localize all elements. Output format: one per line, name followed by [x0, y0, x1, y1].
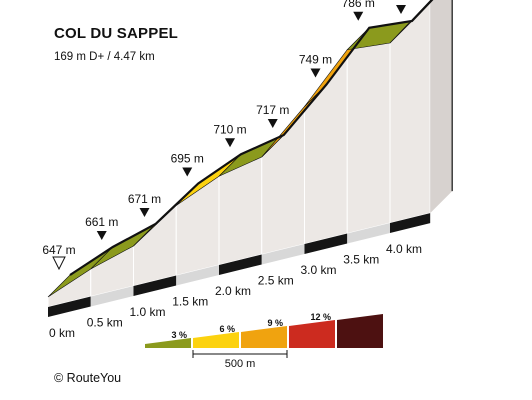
- gradient-legend: 3 % 6 % 9 % 12 % 500 m: [145, 312, 383, 370]
- elevation-label: 695 m: [171, 152, 204, 166]
- base-segment: [48, 296, 91, 317]
- profile-side-panel: [346, 42, 391, 235]
- base-segment: [347, 223, 390, 244]
- elevation-label: 647 m: [42, 243, 75, 257]
- elevation-marker-arrow: [225, 138, 235, 148]
- distance-label: 0 km: [49, 326, 75, 340]
- profile-end-cap: [430, 0, 453, 214]
- elevation-marker-arrow: [353, 11, 364, 21]
- base-segment: [261, 244, 305, 265]
- profile-outline: [69, 0, 434, 276]
- gradient-legend-label: 9 %: [267, 318, 283, 328]
- gradient-legend-swatch: [337, 314, 383, 348]
- base-segment: [304, 233, 348, 254]
- elevation-label: 661 m: [85, 215, 118, 229]
- elevation-marker-arrow: [310, 68, 321, 78]
- distance-label: 1.0 km: [129, 305, 165, 319]
- chart-title: COL DU SAPPEL: [54, 25, 179, 42]
- elevation-marker-open: [52, 256, 66, 271]
- distance-label: 4.0 km: [386, 242, 422, 256]
- distance-label: 3.0 km: [300, 263, 336, 277]
- distance-label: 2.0 km: [215, 284, 251, 298]
- gradient-legend-label: 3 %: [171, 330, 187, 340]
- elevation-label: 671 m: [128, 192, 161, 206]
- elevation-label: 717 m: [256, 103, 289, 117]
- distance-label: 2.5 km: [258, 274, 294, 288]
- distance-label: 0.5 km: [87, 316, 123, 330]
- elevation-marker-arrow: [96, 231, 107, 240]
- base-segment: [90, 286, 134, 307]
- elevation-label: 786 m: [342, 0, 375, 10]
- elevation-marker-arrow: [182, 167, 193, 177]
- distance-label: 1.5 km: [172, 295, 208, 309]
- legend-scale-label: 500 m: [225, 358, 256, 370]
- gradient-legend-swatch: [241, 326, 287, 348]
- gradient-legend-swatch: [145, 338, 191, 348]
- elevation-label: 710 m: [213, 122, 246, 136]
- base-segment: [390, 213, 431, 233]
- elevation-marker-arrow: [396, 5, 406, 14]
- copyright-credit: © RouteYou: [54, 371, 122, 385]
- distance-label: 3.5 km: [343, 253, 379, 267]
- profile-side-panel: [261, 105, 305, 256]
- base-segment: [219, 254, 262, 275]
- profile-side-panel: [133, 204, 177, 287]
- gradient-legend-label: 12 %: [310, 312, 331, 322]
- gradient-legend-swatch: [289, 320, 335, 348]
- elevation-marker-arrow: [267, 119, 278, 128]
- chart-subtitle: 169 m D+ / 4.47 km: [54, 51, 155, 63]
- elevation-label: 749 m: [299, 53, 332, 67]
- gradient-legend-swatch: [193, 332, 239, 348]
- gradient-legend-label: 6 %: [219, 324, 235, 334]
- elevation-marker-arrow: [139, 208, 150, 217]
- elevation-label: 783 m: [384, 0, 417, 3]
- base-segment: [176, 265, 219, 286]
- base-segment: [133, 275, 177, 296]
